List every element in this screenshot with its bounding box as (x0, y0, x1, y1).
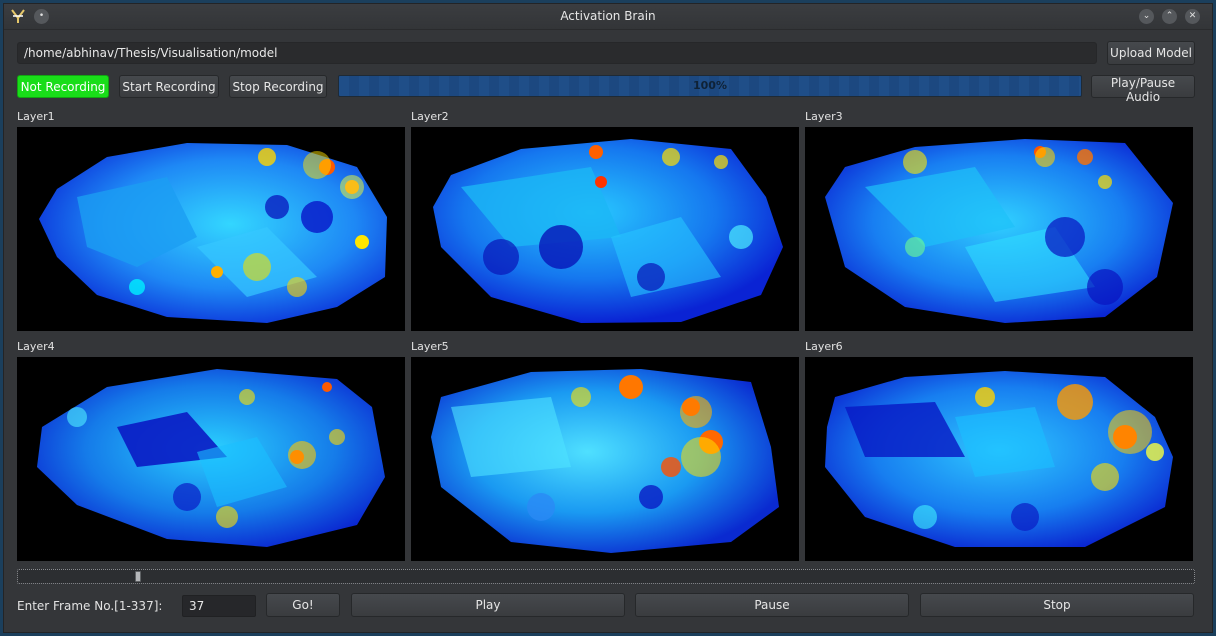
layer5-brain-heatmap (431, 369, 779, 553)
minimize-icon[interactable]: ⌄ (1139, 9, 1154, 24)
frame-slider-handle[interactable] (134, 571, 141, 582)
layer4-brain-heatmap (37, 369, 385, 547)
title-bar: • Activation Brain ⌄ ⌃ ✕ (4, 4, 1212, 30)
pause-button[interactable]: Pause (635, 593, 909, 617)
play-pause-audio-button[interactable]: Play/Pause Audio (1091, 75, 1195, 104)
window-menu-icon[interactable]: • (34, 9, 49, 24)
model-path-input[interactable]: /home/abhinav/Thesis/Visualisation/model (17, 42, 1097, 64)
go-button[interactable]: Go! (266, 593, 340, 617)
audio-progress-text: 100% (693, 79, 727, 92)
layer3-brain-heatmap (825, 139, 1173, 323)
layer5-label: Layer5 (411, 340, 449, 353)
start-recording-button[interactable]: Start Recording (119, 75, 219, 98)
layer2-brain-heatmap (433, 139, 783, 323)
layer3-view (805, 127, 1193, 331)
audio-progress-bar: 100% (338, 75, 1082, 97)
recording-status-badge: Not Recording (17, 75, 109, 98)
layer5-view (411, 357, 799, 561)
upload-model-button[interactable]: Upload Model (1107, 41, 1195, 65)
layer6-view (805, 357, 1193, 561)
layer4-label: Layer4 (17, 340, 55, 353)
frame-slider[interactable] (17, 569, 1195, 584)
stop-recording-button[interactable]: Stop Recording (229, 75, 327, 98)
window-title: Activation Brain (560, 9, 656, 23)
layer6-label: Layer6 (805, 340, 843, 353)
frame-number-input[interactable]: 37 (182, 595, 256, 617)
stop-button[interactable]: Stop (920, 593, 1194, 617)
app-logo-icon (11, 9, 25, 23)
layer6-brain-heatmap (825, 371, 1173, 547)
frame-number-label: Enter Frame No.[1-337]: (17, 599, 163, 613)
layer2-view (411, 127, 799, 331)
layer1-label: Layer1 (17, 110, 55, 123)
play-button[interactable]: Play (351, 593, 625, 617)
close-icon[interactable]: ✕ (1185, 9, 1200, 24)
maximize-icon[interactable]: ⌃ (1162, 9, 1177, 24)
audio-progress-fill (339, 76, 1081, 96)
layer2-label: Layer2 (411, 110, 449, 123)
layer3-label: Layer3 (805, 110, 843, 123)
layer1-brain-heatmap (39, 143, 387, 323)
main-window: • Activation Brain ⌄ ⌃ ✕ /home/abhinav/T… (3, 3, 1213, 633)
layer4-view (17, 357, 405, 561)
layer1-view (17, 127, 405, 331)
